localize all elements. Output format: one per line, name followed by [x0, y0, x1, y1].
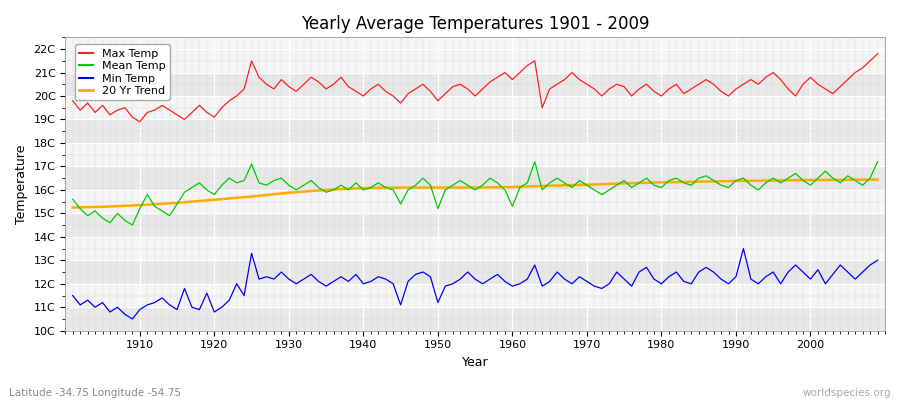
- Legend: Max Temp, Mean Temp, Min Temp, 20 Yr Trend: Max Temp, Mean Temp, Min Temp, 20 Yr Tre…: [75, 44, 170, 100]
- Bar: [66, 284, 885, 307]
- Bar: [66, 190, 885, 213]
- Bar: [66, 166, 885, 190]
- Text: worldspecies.org: worldspecies.org: [803, 388, 891, 398]
- Bar: [66, 49, 885, 72]
- Bar: [66, 307, 885, 331]
- Bar: [66, 96, 885, 120]
- X-axis label: Year: Year: [462, 356, 489, 369]
- Bar: [66, 260, 885, 284]
- Bar: [66, 237, 885, 260]
- Title: Yearly Average Temperatures 1901 - 2009: Yearly Average Temperatures 1901 - 2009: [301, 15, 650, 33]
- Y-axis label: Temperature: Temperature: [15, 144, 28, 224]
- Bar: [66, 72, 885, 96]
- Bar: [66, 213, 885, 237]
- Bar: [66, 120, 885, 143]
- Bar: [66, 143, 885, 166]
- Text: Latitude -34.75 Longitude -54.75: Latitude -34.75 Longitude -54.75: [9, 388, 181, 398]
